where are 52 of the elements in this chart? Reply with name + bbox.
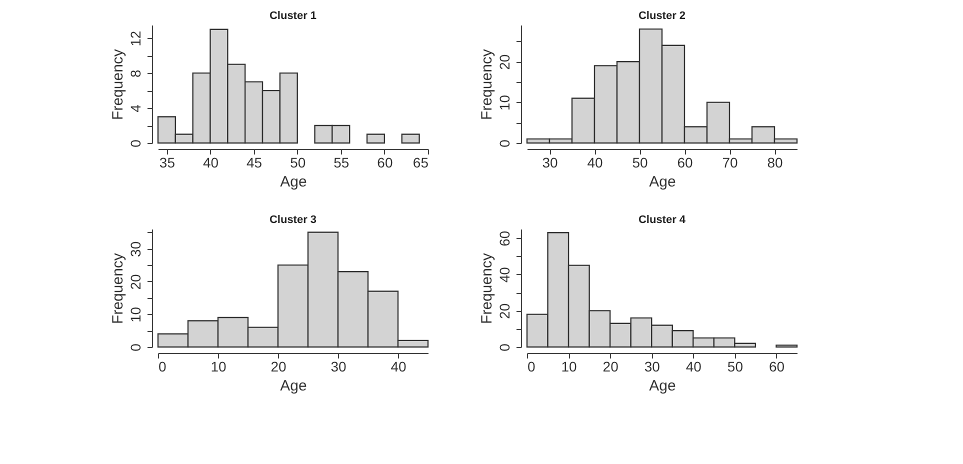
- y-tick-label: 0: [496, 139, 512, 148]
- x-tick-label: 30: [644, 358, 660, 374]
- y-tick-label: 20: [128, 274, 144, 290]
- y-axis-title: Frequency: [110, 252, 126, 324]
- x-tick-label: 45: [246, 154, 262, 170]
- y-tick-label: 20: [496, 54, 512, 70]
- x-tick-label: 30: [542, 154, 558, 170]
- y-tick-label: 0: [496, 343, 512, 352]
- x-tick-label: 50: [290, 154, 306, 170]
- x-tick-label: 35: [159, 154, 176, 170]
- x-tick-label: 60: [768, 358, 785, 374]
- x-tick-label: 55: [334, 154, 350, 170]
- y-tick-label: 8: [128, 69, 144, 78]
- x-tick-label: 60: [377, 154, 393, 170]
- y-tick-label: 0: [128, 139, 144, 148]
- y-axis-title: Frequency: [110, 48, 126, 120]
- chart-title: Cluster 3: [269, 214, 317, 226]
- y-tick-label: 12: [128, 30, 144, 46]
- y-axis-title: Frequency: [478, 48, 496, 120]
- y-axis-title: Frequency: [478, 252, 496, 324]
- x-axis-title: Age: [649, 174, 676, 190]
- x-tick-label: 10: [210, 358, 226, 374]
- y-tick-label: 10: [496, 94, 512, 111]
- x-tick-label: 10: [561, 358, 578, 374]
- x-tick-label: 65: [412, 154, 429, 170]
- y-tick-label: 0: [128, 343, 144, 352]
- x-axis-title: Age: [649, 378, 676, 394]
- x-tick-label: 70: [722, 154, 738, 170]
- x-tick-label: 50: [632, 154, 648, 170]
- x-tick-label: 20: [602, 358, 619, 374]
- x-tick-label: 0: [528, 358, 536, 374]
- y-tick-label: 60: [496, 230, 512, 246]
- x-tick-label: 40: [587, 154, 603, 170]
- x-tick-label: 30: [330, 358, 346, 374]
- chart-title: Cluster 4: [638, 214, 686, 226]
- x-tick-label: 20: [270, 358, 286, 374]
- y-tick-label: 10: [128, 306, 144, 323]
- x-axis-title: Age: [280, 174, 307, 190]
- x-tick-label: 50: [727, 358, 744, 374]
- y-tick-label: 40: [496, 266, 512, 283]
- y-tick-label: 20: [496, 303, 512, 319]
- x-axis-title: Age: [280, 378, 307, 394]
- x-tick-label: 60: [677, 154, 693, 170]
- y-tick-label: 30: [128, 241, 144, 257]
- x-tick-label: 40: [390, 358, 406, 374]
- x-tick-label: 40: [202, 154, 219, 170]
- x-tick-label: 0: [158, 358, 166, 374]
- chart-title: Cluster 2: [638, 10, 686, 22]
- y-tick-label: 4: [128, 104, 144, 112]
- x-tick-label: 80: [767, 154, 783, 170]
- x-tick-label: 40: [686, 358, 702, 374]
- chart-title: Cluster 1: [269, 10, 317, 22]
